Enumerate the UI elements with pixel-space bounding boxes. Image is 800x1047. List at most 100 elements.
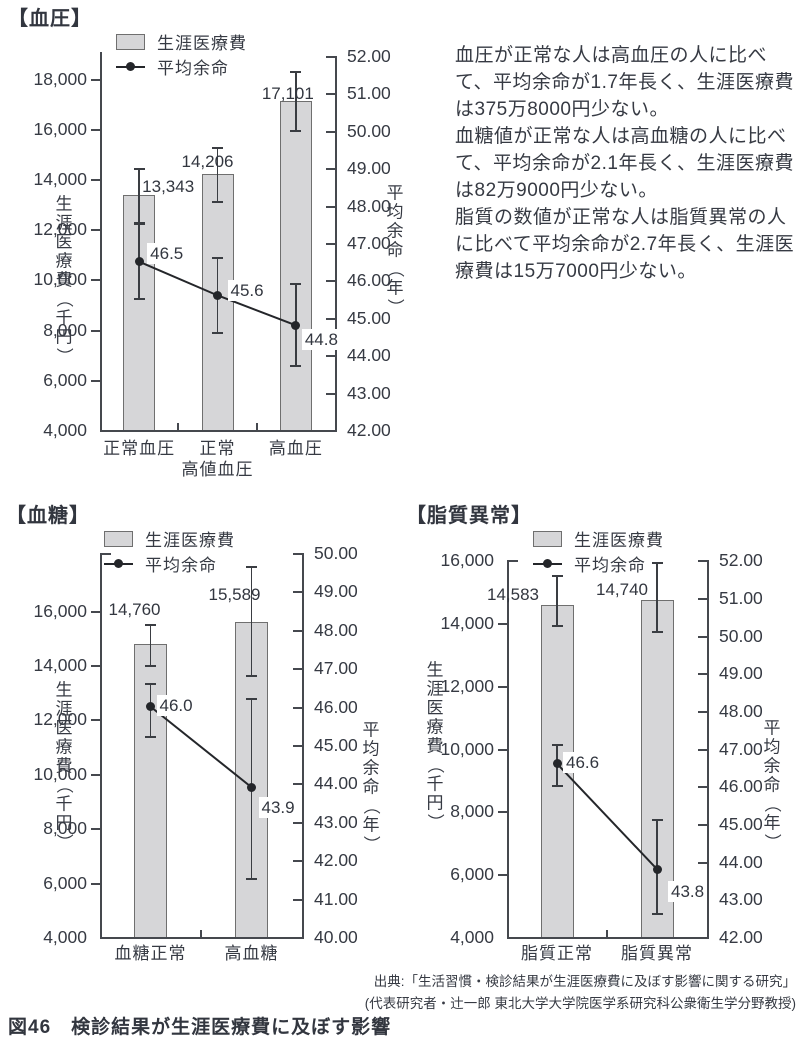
left-tick-label: 8,000 (450, 801, 494, 822)
right-axis-line (335, 56, 337, 432)
axis-title-char: 千 (426, 774, 444, 794)
line-error-cap-top (212, 256, 223, 259)
right-axis-line (707, 560, 709, 939)
left-tick-label: 10,000 (33, 269, 87, 290)
left-tick-label: 10,000 (33, 763, 87, 784)
life-expectancy-line (149, 705, 253, 789)
bottom-axis-line (507, 937, 709, 939)
right-axis-tick (698, 673, 707, 676)
axis-title-char: 涯 (55, 213, 73, 233)
axis-title-char: 千 (55, 794, 73, 814)
line-value-label: 46.5 (147, 242, 187, 264)
left-axis-tick (91, 229, 100, 232)
left-tick-label: 8,000 (43, 818, 87, 839)
bar-error-stem (295, 72, 297, 132)
left-axis-tick (498, 748, 507, 751)
line-error-cap-top (290, 283, 302, 286)
right-axis-tick (326, 93, 335, 96)
left-axis-top-tick (102, 553, 111, 555)
bar-error-stem (556, 575, 558, 626)
line-point-marker (652, 864, 662, 874)
axis-title-char: 円 (55, 813, 73, 833)
bar-error-cap-bottom (145, 665, 156, 668)
right-tick-label: 52.00 (347, 46, 391, 66)
left-tick-label: 6,000 (43, 369, 87, 390)
right-tick-label: 46.00 (719, 776, 763, 797)
bar-error-cap-top (212, 146, 223, 149)
line-error-cap-top (145, 682, 156, 685)
legend-line-label: 平均余命 (145, 556, 217, 575)
left-tick-label: 12,000 (33, 219, 87, 240)
line-marker-icon (116, 62, 145, 71)
right-tick-label: 45.00 (719, 813, 763, 834)
left-tick-label: 12,000 (440, 675, 494, 696)
axis-title-char: 生 (426, 660, 444, 680)
line-error-cap-top (651, 819, 663, 822)
legend-row-bar: 生涯医療費 (116, 29, 247, 54)
line-value-label: 46.0 (156, 694, 196, 716)
legend-line-label: 平均余命 (574, 556, 646, 575)
left-axis-tick (91, 882, 100, 885)
legend-lipid: 生涯医療費 平均余命 (533, 526, 664, 576)
legend-blood-pressure: 生涯医療費 平均余命 (116, 29, 247, 79)
legend-row-line: 平均余命 (533, 551, 664, 576)
bottom-axis-line (100, 430, 337, 432)
bar-value-label: 14,760 (108, 600, 161, 620)
bar-value-label: 13,343 (142, 177, 195, 197)
line-value-label: 45.6 (227, 280, 267, 302)
line-point-marker (291, 320, 301, 330)
right-axis-tick (326, 392, 335, 395)
line-error-cap-bottom (212, 331, 223, 334)
bar-swatch-icon (116, 33, 145, 50)
right-tick-label: 49.00 (719, 663, 763, 684)
left-axis-title: 生涯医療費（千円） (426, 660, 445, 832)
right-tick-label: 45.00 (347, 307, 391, 328)
left-tick-label: 16,000 (33, 118, 87, 139)
axis-title-char: 円 (426, 793, 444, 813)
axis-title-char: 均 (362, 739, 380, 759)
right-axis-tick (326, 280, 335, 283)
category-label: 血糖正常 (114, 944, 187, 963)
left-tick-label: 6,000 (450, 864, 494, 885)
left-axis-tick (91, 128, 100, 131)
left-axis-tick (91, 719, 100, 722)
right-tick-label: 44.00 (719, 851, 763, 872)
line-error-cap-bottom (145, 736, 156, 739)
axis-title-char: 年 (386, 278, 404, 298)
axis-title-char: 余 (362, 758, 380, 778)
right-axis-tick (326, 130, 335, 133)
axis-title-char: 年 (362, 815, 380, 835)
right-tick-label: 47.00 (719, 738, 763, 759)
legend-bar-label: 生涯医療費 (145, 531, 235, 550)
chart-title-lipid: 【脂質異常】 (406, 505, 532, 527)
bar-error-cap-top (551, 574, 563, 577)
left-axis-tick (91, 773, 100, 776)
left-axis-title: 生涯医療費（千円） (55, 681, 74, 852)
right-tick-label: 51.00 (719, 587, 763, 608)
chart-blood-sugar: 【血糖】 生涯医療費 平均余命 4,000 6,000 8,000 10,000 12,… (0, 495, 400, 970)
source-line-2: (代表研究者・辻一郎 東北大学大学院医学系研究科公衆衛生学分野教授) (364, 996, 796, 1011)
legend-row-bar: 生涯医療費 (533, 526, 664, 551)
line-error-cap-bottom (651, 913, 663, 916)
right-tick-label: 46.00 (347, 270, 391, 291)
left-axis-tick (91, 610, 100, 613)
chart-title-blood-pressure: 【血圧】 (8, 8, 92, 30)
legend-blood-sugar: 生涯医療費 平均余命 (104, 526, 235, 576)
right-tick-label: 41.00 (314, 888, 358, 909)
bar-error-cap-bottom (290, 130, 302, 133)
right-axis-tick (698, 786, 707, 789)
left-tick-label: 8,000 (43, 319, 87, 340)
bar-value-label: 14,206 (181, 151, 234, 171)
left-axis-tick (498, 811, 507, 814)
line-error-cap-top (133, 223, 145, 226)
left-axis-tick (91, 379, 100, 382)
axis-title-char: 平 (362, 720, 380, 740)
line-error-cap-bottom (290, 365, 302, 368)
right-axis-tick (293, 553, 302, 555)
left-tick-label: 16,000 (33, 600, 87, 621)
axis-title-char: 涯 (426, 679, 444, 699)
line-error-cap-top (551, 743, 563, 746)
right-tick-label: 49.00 (347, 158, 391, 179)
right-axis-tick (293, 745, 302, 747)
